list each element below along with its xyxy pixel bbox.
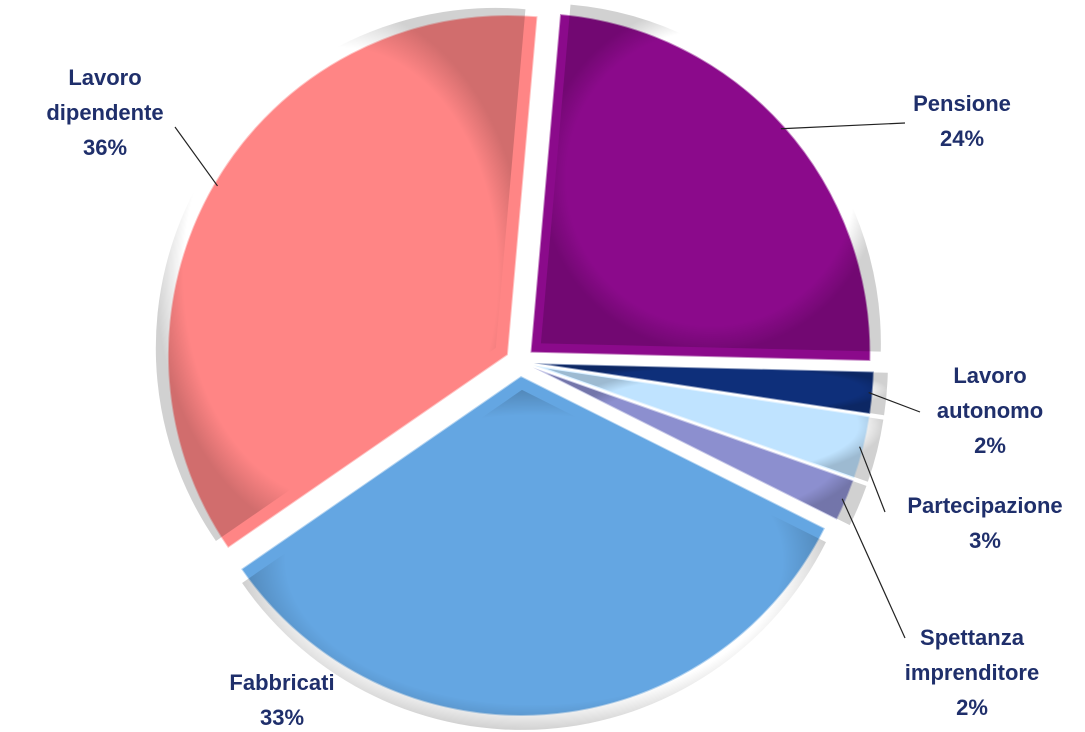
slice-name: Lavoro autonomo bbox=[936, 363, 1044, 423]
slice-name: Lavoro dipendente bbox=[46, 65, 164, 125]
leader-line bbox=[841, 498, 906, 639]
slice-name: Pensione bbox=[913, 91, 1011, 116]
slice-value-label: 24% bbox=[939, 126, 985, 151]
leader-line bbox=[174, 126, 218, 187]
leader-line bbox=[780, 122, 906, 130]
slice-value-label: 3% bbox=[969, 528, 1001, 553]
slice-name: Fabbricati bbox=[229, 670, 335, 695]
slice-name: Partecipazione bbox=[907, 493, 1063, 518]
slice-value-label: 36% bbox=[82, 135, 128, 160]
pie-slice bbox=[529, 12, 872, 362]
slice-name: Spettanza imprenditore bbox=[904, 625, 1040, 685]
slice-value-label: 2% bbox=[956, 695, 988, 720]
slice-value-label: 33% bbox=[259, 705, 305, 730]
slice-value-label: 2% bbox=[974, 433, 1006, 458]
leader-line bbox=[868, 391, 921, 413]
